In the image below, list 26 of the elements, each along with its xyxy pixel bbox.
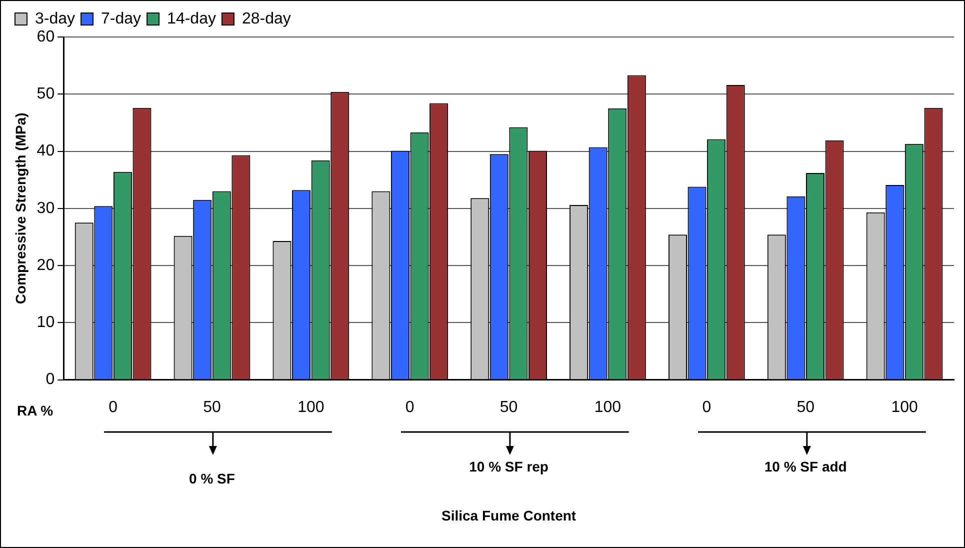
- x-tick-label: 100: [298, 398, 324, 416]
- y-tick-label: 0: [46, 371, 55, 388]
- y-tick-label: 50: [36, 86, 55, 103]
- x-tick-label: 0: [405, 398, 414, 416]
- y-axis-title: Compressive Strength (MPa): [12, 112, 28, 304]
- x-tick-label: 0: [702, 398, 712, 416]
- text: 0 % SF: [189, 470, 236, 487]
- text: 10 % SF add: [764, 458, 847, 475]
- y-tick-label: 20: [36, 256, 55, 274]
- text: RA %: [17, 402, 54, 419]
- y-tick-label: 10: [36, 314, 55, 332]
- y-tick-label: 40: [36, 142, 55, 160]
- x-tick-label: 50: [500, 398, 518, 416]
- text: 10 % SF rep: [469, 458, 548, 475]
- legend-label: 28-day: [242, 10, 291, 28]
- x-tick-label: 0: [108, 398, 118, 416]
- text: Silica Fume Content: [442, 508, 576, 524]
- x-tick-label: 100: [594, 398, 622, 416]
- legend-label: 3-day: [35, 10, 76, 28]
- y-tick-label: 60: [36, 28, 55, 46]
- legend-label: 14-day: [167, 10, 216, 28]
- legend-label: 7-day: [101, 10, 142, 28]
- y-tick-label: 30: [36, 200, 55, 217]
- x-tick-label: 50: [203, 398, 221, 416]
- x-tick-label: 50: [796, 398, 815, 416]
- x-tick-label: 100: [891, 398, 918, 416]
